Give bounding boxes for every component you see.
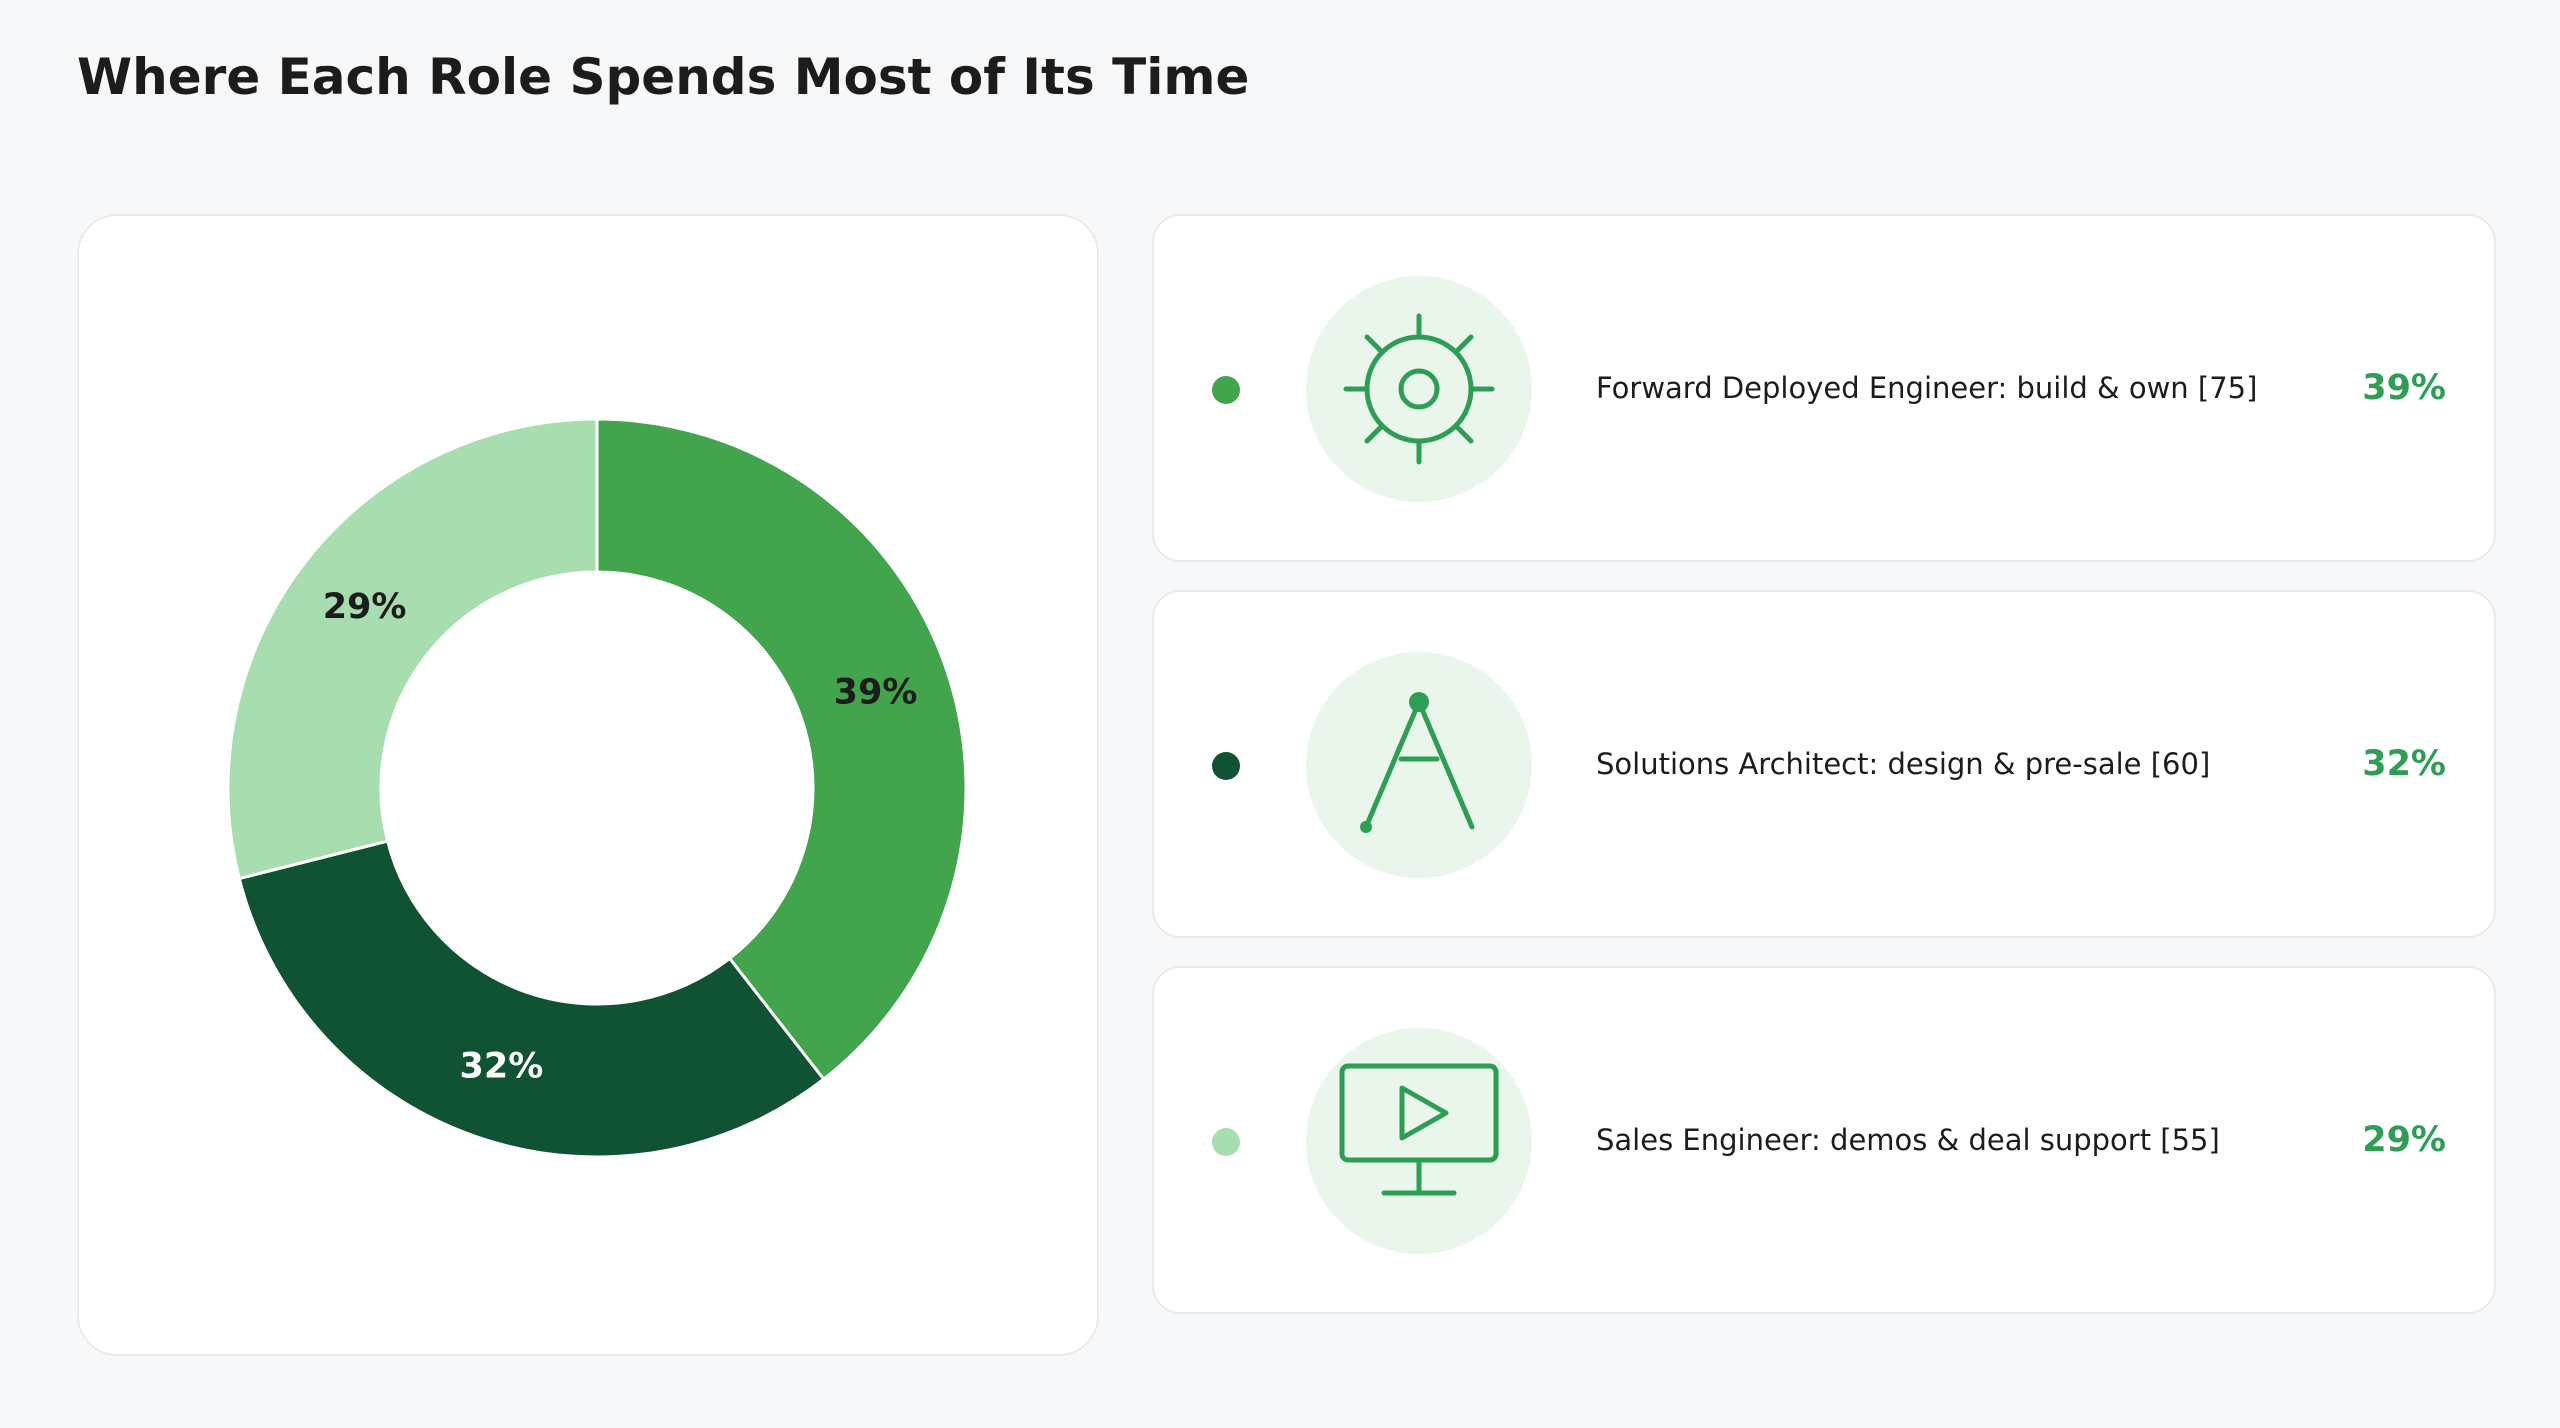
legend-label: Forward Deployed Engineer: build & own [… <box>1596 371 2258 405</box>
legend-item-forward-deployed-engineer: Forward Deployed Engineer: build & own [… <box>1152 214 2496 562</box>
legend-label: Sales Engineer: demos & deal support [55… <box>1596 1123 2220 1157</box>
legend-dot <box>1212 1128 1240 1156</box>
page-title: Where Each Role Spends Most of Its Time <box>77 48 1250 106</box>
legend-label: Solutions Architect: design & pre-sale [… <box>1596 747 2211 781</box>
legend-item-sales-engineer: Sales Engineer: demos & deal support [55… <box>1152 966 2496 1314</box>
gear-icon <box>1306 276 1532 502</box>
donut-chart: 39% 32% 29% <box>226 417 968 1159</box>
legend-item-solutions-architect: Solutions Architect: design & pre-sale [… <box>1152 590 2496 938</box>
chart-card: 39% 32% 29% <box>77 214 1099 1356</box>
slice-label-2: 29% <box>323 587 407 627</box>
compass-icon <box>1306 652 1532 878</box>
donut-slice-0 <box>595 417 968 1082</box>
slice-label-0: 39% <box>834 672 918 712</box>
donut-slice-2 <box>226 417 599 881</box>
legend-percent: 32% <box>2362 744 2446 784</box>
legend-dot <box>1212 376 1240 404</box>
legend-percent: 39% <box>2362 368 2446 408</box>
donut-slice-1 <box>237 839 826 1159</box>
legend-percent: 29% <box>2362 1120 2446 1160</box>
slice-label-1: 32% <box>459 1047 543 1087</box>
monitor-play-icon <box>1306 1028 1532 1254</box>
legend-dot <box>1212 752 1240 780</box>
